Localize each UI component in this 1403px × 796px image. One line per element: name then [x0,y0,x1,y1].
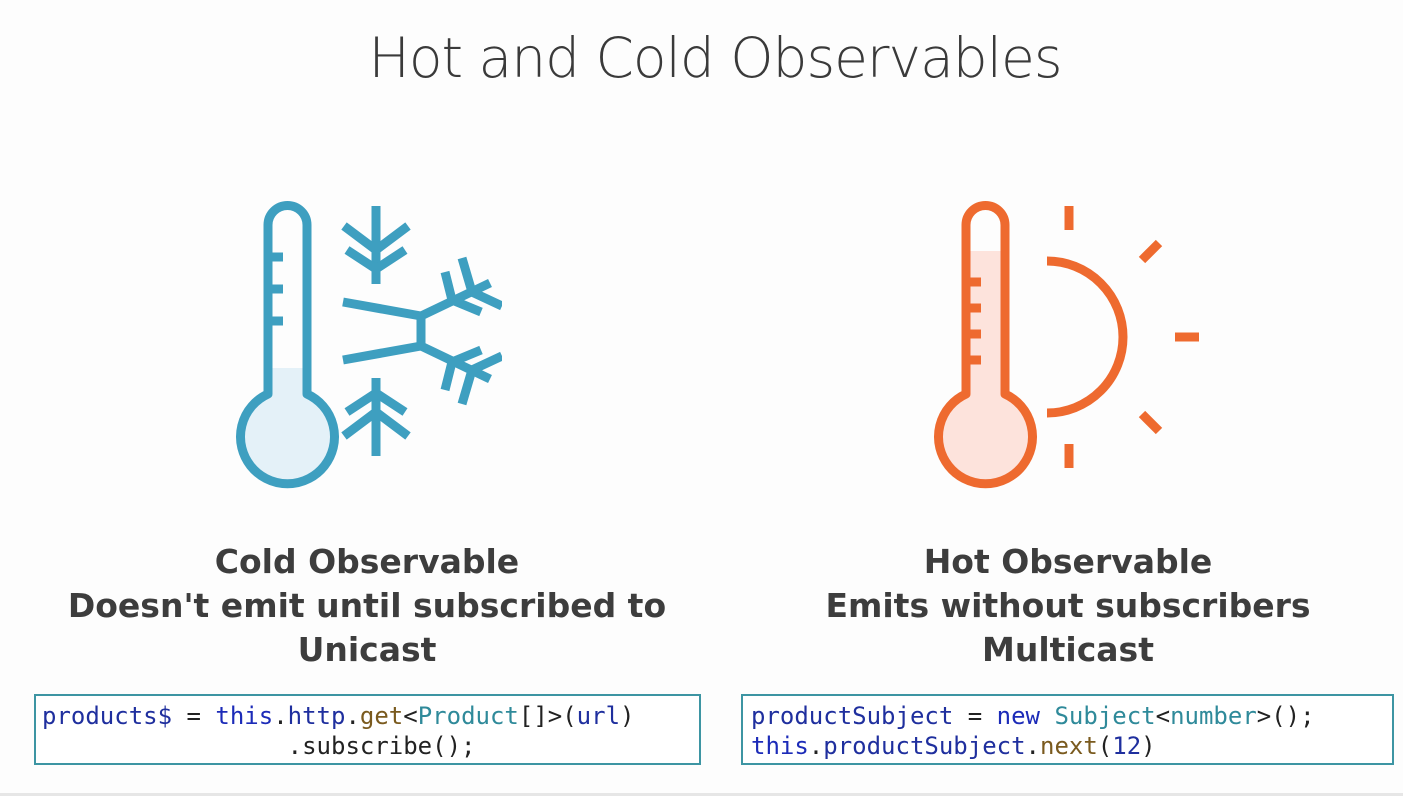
code-variable: products$ [42,702,173,730]
code-argument: url [576,702,621,730]
code-punctuation: ) [620,702,635,730]
code-number: 12 [1112,732,1142,760]
code-punctuation: . [808,732,824,760]
bottom-divider [0,793,1403,796]
code-generic-type: number [1170,702,1257,730]
code-method-call: .subscribe(); [287,732,476,760]
thermometer-sun-icon [930,196,1205,491]
code-space [1040,702,1054,730]
code-punctuation: ) [1141,732,1156,760]
cold-observable-line-2: Unicast [297,630,437,669]
code-operator: = [953,702,997,730]
code-punctuation: . [273,702,288,730]
code-keyword: new [996,702,1041,730]
code-line: productSubject = new Subject<number>(); [751,701,1392,731]
code-property: productSubject [823,732,1026,760]
cold-code-snippet: products$ = this.http.get<Product[]>(url… [34,694,701,765]
code-function: get [359,702,404,730]
code-punctuation: . [345,702,360,730]
hot-observable-heading: Hot Observable [923,542,1213,581]
code-indent [42,732,288,760]
code-punctuation: . [1025,732,1040,760]
code-line: products$ = this.http.get<Product[]>(url… [42,701,699,731]
code-punctuation: []>( [518,702,577,730]
code-line: this.productSubject.next(12) [751,731,1392,761]
code-keyword: this [215,702,274,730]
code-punctuation: < [403,702,418,730]
code-function: next [1040,732,1098,760]
cold-observable-description: Cold Observable Doesn't emit until subsc… [47,540,687,672]
code-punctuation: ( [1097,732,1113,760]
code-line: .subscribe(); [42,731,699,761]
cold-observable-heading: Cold Observable [214,542,520,581]
hot-code-snippet: productSubject = new Subject<number>(); … [741,694,1394,765]
hot-observable-line-1: Emits without subscribers [825,586,1311,625]
thermometer-snowflake-icon [232,196,502,491]
slide-title: Hot and Cold Observables [368,26,1063,90]
code-variable: productSubject [751,702,954,730]
code-punctuation: >(); [1256,702,1315,730]
hot-observable-description: Hot Observable Emits without subscribers… [748,540,1388,672]
code-property: http [287,702,346,730]
cold-observable-line-1: Doesn't emit until subscribed to [67,586,667,625]
code-operator: = [172,702,216,730]
hot-observable-line-2: Multicast [982,630,1154,669]
code-keyword: this [751,732,809,760]
code-type: Subject [1054,702,1156,730]
code-punctuation: < [1155,702,1171,730]
code-type: Product [417,702,519,730]
